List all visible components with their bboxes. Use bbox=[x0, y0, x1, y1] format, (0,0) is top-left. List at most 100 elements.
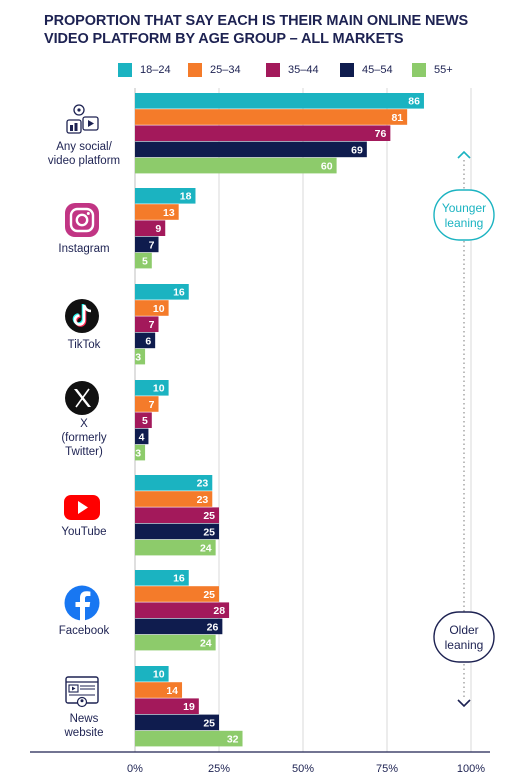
data-label: 25 bbox=[203, 510, 215, 522]
bar-youtube-18-24 bbox=[135, 475, 213, 491]
bar-instagram-25-34 bbox=[135, 204, 179, 220]
category-label-youtube: YouTube bbox=[34, 525, 134, 539]
bar-any-social-video-platform-45-54 bbox=[135, 141, 367, 158]
instagram-icon bbox=[65, 203, 99, 237]
legend-label: 55+ bbox=[434, 64, 453, 76]
data-label: 76 bbox=[375, 128, 387, 140]
legend-swatch bbox=[412, 63, 426, 77]
bar-tiktok-18-24 bbox=[135, 284, 189, 300]
category-label-line: Twitter) bbox=[65, 446, 103, 458]
bar-tiktok-45-54 bbox=[135, 332, 156, 349]
data-label: 18 bbox=[180, 191, 192, 203]
data-label: 23 bbox=[197, 478, 209, 490]
category-label-x-formerly-twitter: X (formerly Twitter) bbox=[34, 417, 134, 459]
data-label: 4 bbox=[139, 431, 145, 443]
data-label: 25 bbox=[203, 589, 215, 601]
younger-leaning-label: leaning bbox=[445, 216, 484, 230]
data-label: 23 bbox=[197, 494, 209, 506]
data-label: 10 bbox=[153, 669, 165, 681]
bar-facebook-35-44 bbox=[135, 602, 230, 618]
bar-news-website-35-44 bbox=[135, 698, 199, 714]
category-label-line: video platform bbox=[47, 155, 121, 167]
bar-any-social-video-platform-55 bbox=[135, 157, 337, 174]
data-label: 9 bbox=[155, 223, 161, 235]
older-leaning-bubble bbox=[433, 611, 495, 663]
bar-any-social-video-platform-25-34 bbox=[135, 109, 408, 125]
legend-label: 45–54 bbox=[362, 64, 393, 76]
data-label: 5 bbox=[142, 256, 148, 268]
data-label: 28 bbox=[213, 605, 225, 617]
data-label: 14 bbox=[166, 685, 178, 697]
bar-instagram-18-24 bbox=[135, 188, 196, 204]
bar-x-formerly-twitter-45-54 bbox=[135, 428, 149, 445]
chart-title: PROPORTION THAT SAY EACH IS THEIR MAIN O… bbox=[44, 12, 514, 48]
category-label-line: Facebook bbox=[58, 625, 110, 637]
older-leaning-label: leaning bbox=[445, 638, 484, 652]
x-tick-label: 75% bbox=[376, 763, 398, 775]
data-label: 13 bbox=[163, 207, 175, 219]
category-label-line: (formerly bbox=[61, 432, 107, 444]
legend-label: 25–34 bbox=[210, 64, 241, 76]
data-label: 16 bbox=[173, 287, 185, 299]
bar-instagram-35-44 bbox=[135, 220, 166, 236]
data-label: 6 bbox=[145, 335, 151, 347]
data-label: 3 bbox=[135, 352, 141, 364]
bar-tiktok-25-34 bbox=[135, 300, 169, 316]
chart-title-line-2: VIDEO PLATFORM BY AGE GROUP – ALL MARKET… bbox=[44, 31, 404, 47]
bar-x-formerly-twitter-25-34 bbox=[135, 396, 159, 412]
data-label: 60 bbox=[321, 161, 333, 173]
category-label-line: News bbox=[69, 713, 99, 725]
legend-item-18-24: 18–24 bbox=[118, 62, 171, 78]
bar-tiktok-35-44 bbox=[135, 316, 159, 332]
legend-swatch bbox=[266, 63, 280, 77]
data-label: 5 bbox=[142, 415, 148, 427]
category-label-line: website bbox=[64, 727, 104, 739]
category-label-any-social-video-platform: Any social/video platform bbox=[34, 140, 134, 168]
social-video-platform-icon bbox=[66, 104, 99, 134]
data-label: 7 bbox=[149, 239, 155, 251]
data-label: 81 bbox=[391, 112, 403, 124]
data-label: 25 bbox=[203, 717, 215, 729]
data-label: 7 bbox=[149, 319, 155, 331]
bar-x-formerly-twitter-18-24 bbox=[135, 380, 169, 396]
legend-label: 18–24 bbox=[140, 64, 171, 76]
bar-facebook-45-54 bbox=[135, 618, 223, 635]
bar-youtube-45-54 bbox=[135, 523, 219, 540]
bar-instagram-45-54 bbox=[135, 236, 159, 253]
bar-any-social-video-platform-18-24 bbox=[135, 93, 424, 109]
x-tick-label: 50% bbox=[292, 763, 314, 775]
chart-legend: 18–24 25–34 35–44 45–54 55+ bbox=[118, 62, 468, 78]
data-label: 32 bbox=[227, 734, 239, 746]
data-label: 86 bbox=[408, 96, 420, 108]
bar-youtube-25-34 bbox=[135, 491, 213, 507]
category-label-tiktok: TikTok bbox=[34, 338, 134, 352]
legend-item-35-44: 35–44 bbox=[266, 62, 319, 78]
legend-label: 35–44 bbox=[288, 64, 319, 76]
category-label-news-website: News website bbox=[34, 712, 134, 740]
data-label: 10 bbox=[153, 383, 165, 395]
category-label-facebook: Facebook bbox=[34, 624, 134, 638]
younger-leaning-bubble bbox=[433, 189, 495, 241]
category-label-line: Instagram bbox=[58, 243, 110, 255]
x-tick-label: 25% bbox=[208, 763, 230, 775]
legend-item-45-54: 45–54 bbox=[340, 62, 393, 78]
legend-swatch bbox=[340, 63, 354, 77]
news-website-icon bbox=[65, 676, 99, 708]
bar-instagram-55 bbox=[135, 252, 152, 269]
data-label: 24 bbox=[200, 638, 212, 650]
bar-x-formerly-twitter-55 bbox=[135, 444, 146, 461]
data-label: 69 bbox=[351, 144, 363, 156]
bar-youtube-55 bbox=[135, 539, 216, 556]
data-label: 25 bbox=[203, 526, 215, 538]
bar-any-social-video-platform-35-44 bbox=[135, 125, 391, 141]
data-label: 19 bbox=[183, 701, 195, 713]
legend-swatch bbox=[188, 63, 202, 77]
data-label: 26 bbox=[207, 621, 219, 633]
category-label-line: X bbox=[80, 418, 88, 430]
category-label-instagram: Instagram bbox=[34, 242, 134, 256]
chevron-down-icon bbox=[457, 699, 471, 708]
legend-item-25-34: 25–34 bbox=[188, 62, 241, 78]
data-label: 3 bbox=[135, 448, 141, 460]
bar-news-website-55 bbox=[135, 730, 243, 747]
